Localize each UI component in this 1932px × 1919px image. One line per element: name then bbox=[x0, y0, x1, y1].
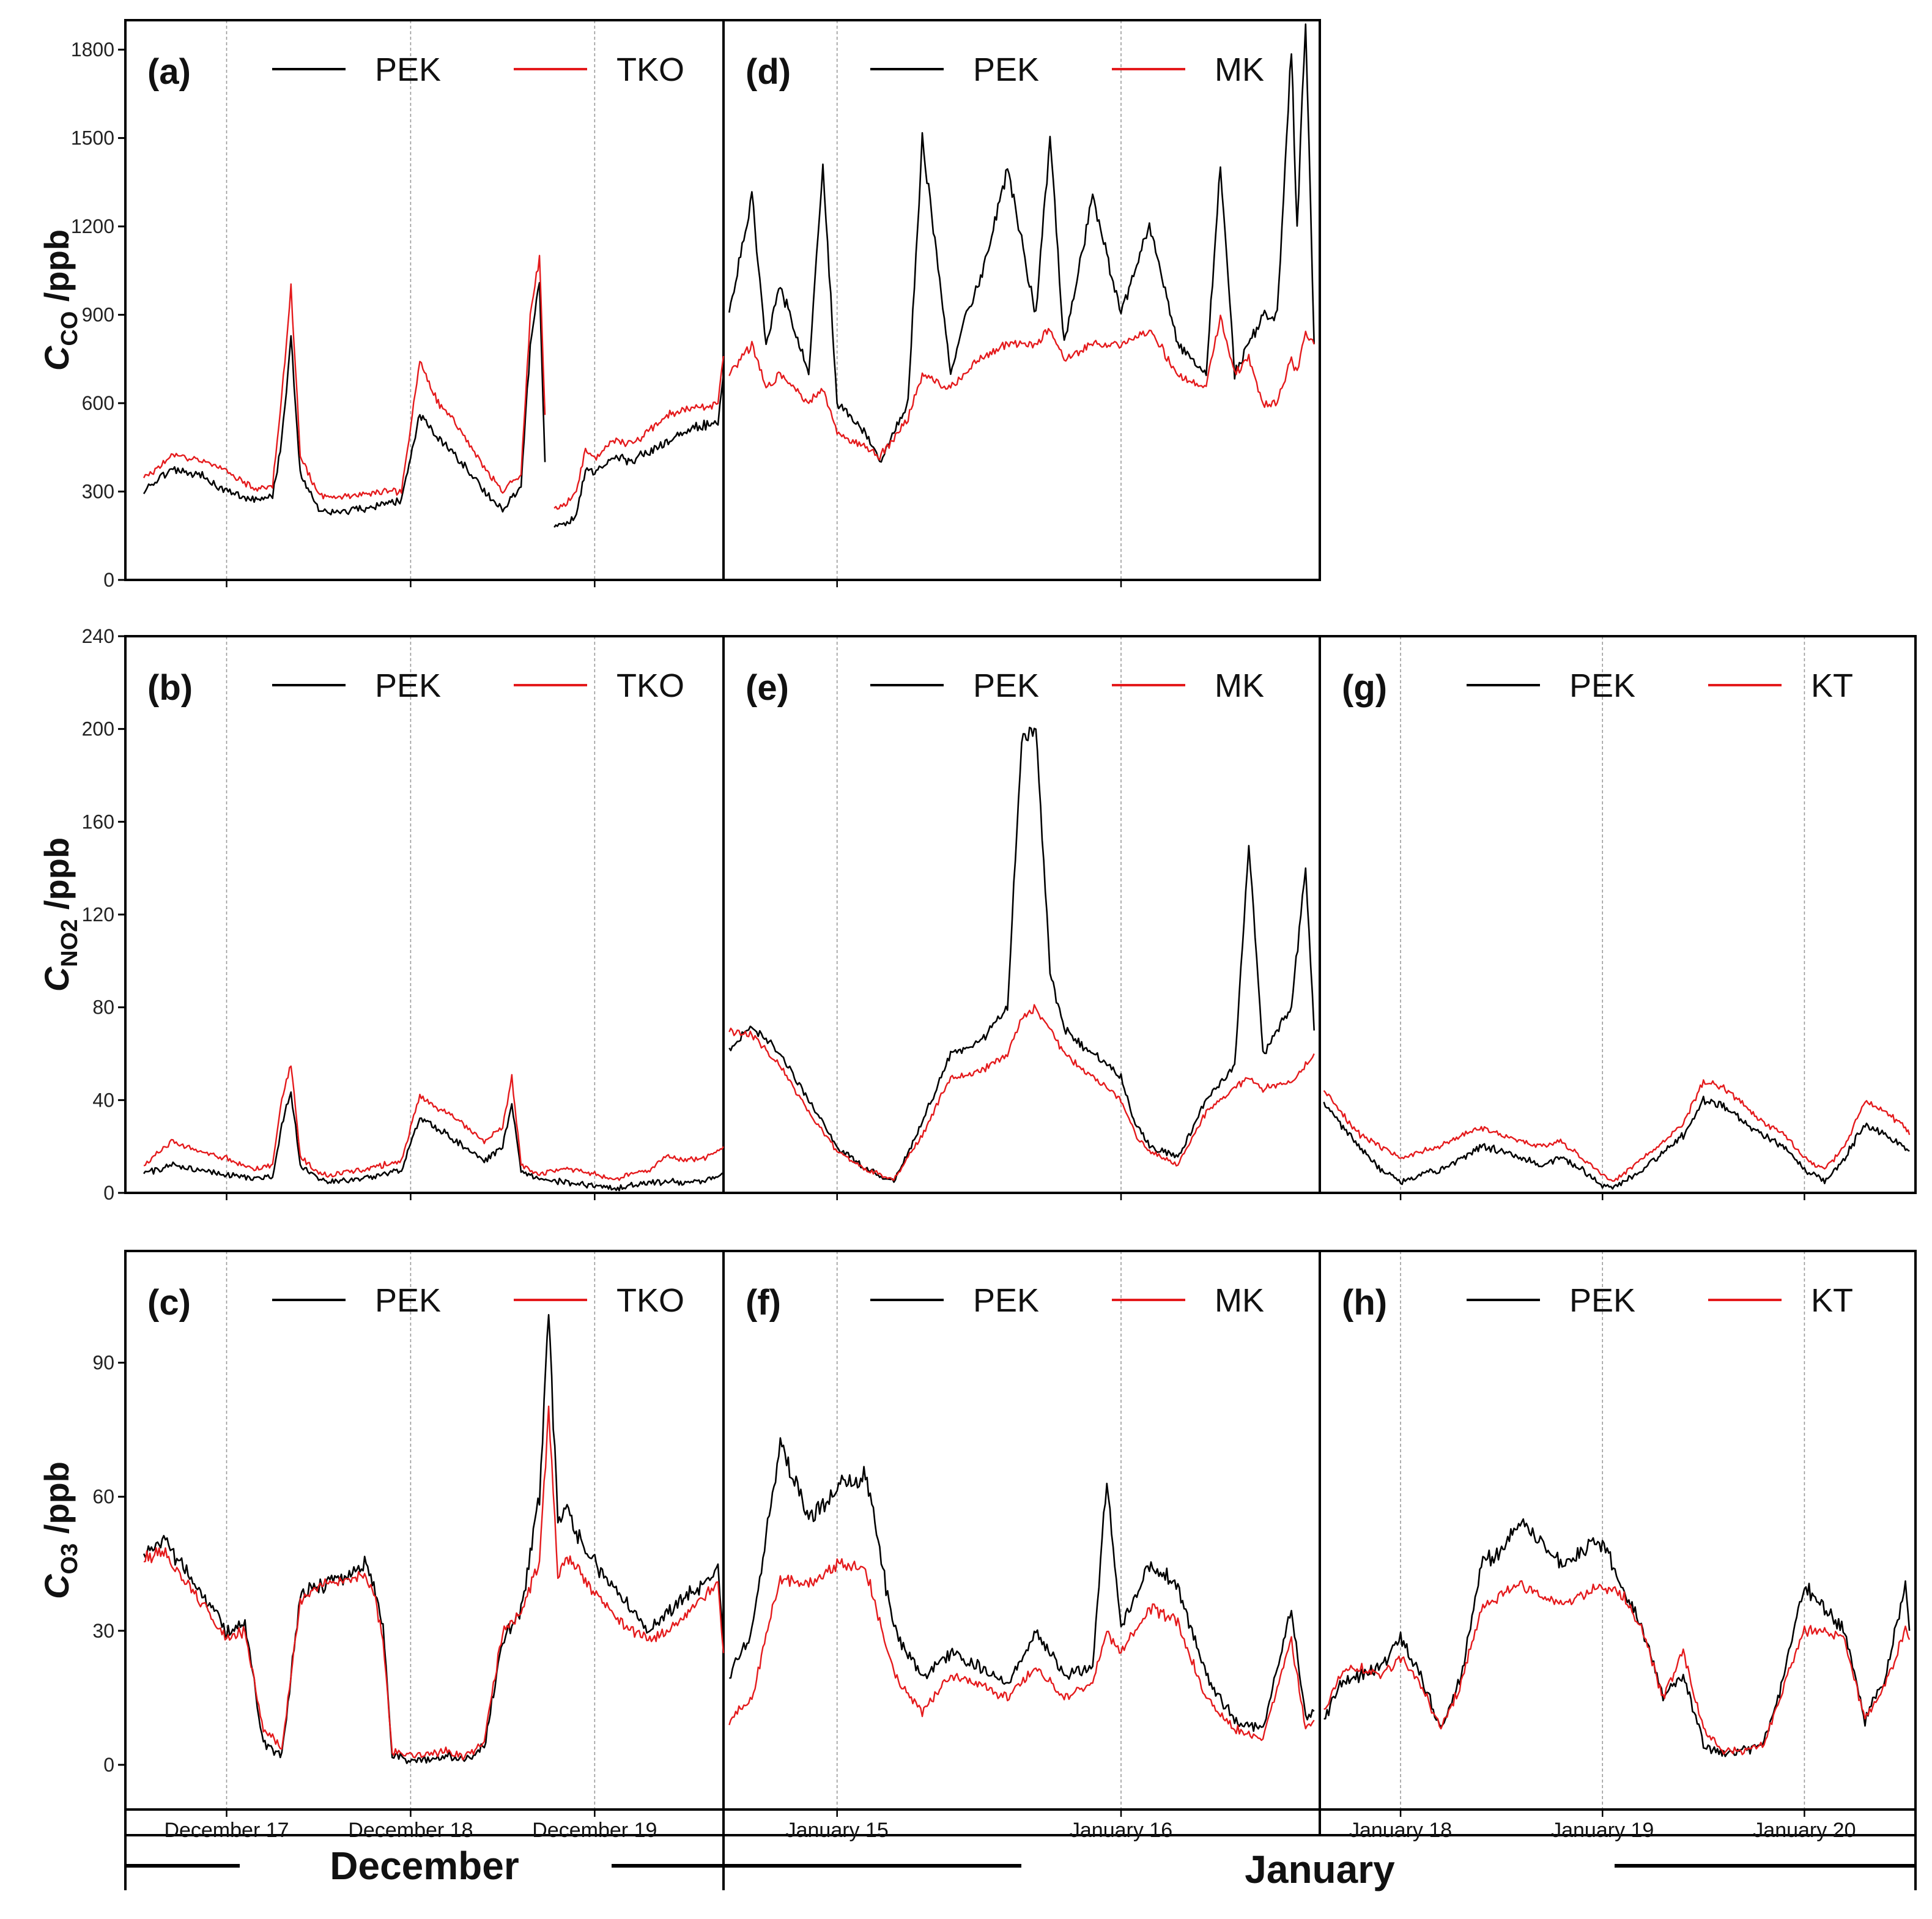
series-line-d-mk bbox=[728, 314, 1315, 461]
y-tick-label-o3: 90 bbox=[92, 1352, 114, 1374]
y-axis-title-co: CCO /ppb bbox=[37, 229, 83, 371]
legend-label-c-tko: TKO bbox=[616, 1282, 684, 1319]
legend-label-f-pek: PEK bbox=[973, 1282, 1039, 1319]
y-tick-label-no2: 240 bbox=[82, 625, 114, 647]
legend-label-d-mk: MK bbox=[1215, 51, 1264, 88]
x-date-label: January 15 bbox=[786, 1819, 889, 1842]
y-axis-unit: /ppb bbox=[37, 1461, 76, 1543]
date-bar-frame bbox=[124, 1808, 1917, 1836]
x-date-label: December 19 bbox=[532, 1819, 657, 1842]
legend-label-g-pek: PEK bbox=[1569, 667, 1635, 704]
panel-frame-a bbox=[124, 19, 725, 581]
y-axis-title-text-co: CCO /ppb bbox=[37, 229, 83, 371]
series-line-g-kt bbox=[1323, 1079, 1911, 1182]
y-axis-title-text-no2: CNO2 /ppb bbox=[37, 837, 83, 992]
series-line-g-pek bbox=[1323, 1096, 1910, 1190]
x-date-label: January 18 bbox=[1349, 1819, 1452, 1842]
panel-label-b: (b) bbox=[147, 668, 193, 708]
panel-label-d: (d) bbox=[746, 52, 791, 92]
legend-label-f-mk: MK bbox=[1215, 1282, 1264, 1319]
legend-label-b-pek: PEK bbox=[375, 667, 441, 704]
y-tick-label-co: 1200 bbox=[71, 215, 114, 237]
y-tick-label-o3: 60 bbox=[92, 1486, 114, 1508]
y-tick-label-no2: 200 bbox=[82, 718, 114, 740]
y-tick-label-co: 300 bbox=[82, 481, 114, 503]
legend-label-a-tko: TKO bbox=[616, 51, 684, 88]
y-tick-label-no2: 120 bbox=[82, 904, 114, 926]
legend-label-c-pek: PEK bbox=[375, 1282, 441, 1319]
y-tick-label-co: 900 bbox=[82, 304, 114, 326]
panel-label-a: (a) bbox=[147, 52, 191, 92]
series-line-f-mk bbox=[728, 1558, 1315, 1741]
y-tick-label-co: 0 bbox=[103, 569, 114, 591]
panel-label-h: (h) bbox=[1342, 1283, 1387, 1323]
y-tick-label-co: 600 bbox=[82, 392, 114, 414]
panel-frame-d bbox=[722, 19, 1321, 581]
series-line-a-tko bbox=[143, 254, 725, 510]
series-line-b-tko bbox=[143, 1065, 725, 1181]
panel-frame-c bbox=[124, 1250, 725, 1811]
y-tick-label-no2: 40 bbox=[92, 1089, 114, 1111]
series-layer bbox=[142, 23, 1911, 1764]
panel-frame-g bbox=[1319, 635, 1917, 1194]
panel-frame-e bbox=[722, 635, 1321, 1194]
panel-frame-b bbox=[124, 635, 725, 1194]
panel-label-f: (f) bbox=[746, 1283, 781, 1323]
y-axis-title-text-o3: CO3 /ppb bbox=[37, 1461, 83, 1599]
y-axis-unit: /ppb bbox=[37, 837, 76, 919]
series-line-e-pek bbox=[728, 726, 1315, 1183]
y-axis-title-no2: CNO2 /ppb bbox=[37, 837, 83, 992]
series-line-e-mk bbox=[728, 1004, 1315, 1181]
legend-label-g-kt: KT bbox=[1811, 667, 1853, 704]
y-tick-label-co: 1800 bbox=[71, 39, 114, 61]
y-axis-unit: /ppb bbox=[37, 229, 76, 311]
y-axis-subscript: O3 bbox=[57, 1543, 83, 1575]
legend-label-e-pek: PEK bbox=[973, 667, 1039, 704]
month-label-december: December bbox=[330, 1844, 519, 1888]
legend-label-b-tko: TKO bbox=[616, 667, 684, 704]
x-date-label: December 18 bbox=[348, 1819, 473, 1842]
panel-label-c: (c) bbox=[147, 1283, 191, 1323]
legend-label-e-mk: MK bbox=[1215, 667, 1264, 704]
y-tick-label-no2: 0 bbox=[103, 1182, 114, 1204]
y-axis-symbol: C bbox=[37, 966, 76, 992]
y-tick-label-o3: 0 bbox=[103, 1754, 114, 1776]
month-label-january: January bbox=[1245, 1847, 1395, 1891]
y-tick-label-no2: 160 bbox=[82, 811, 114, 833]
series-line-c-tko bbox=[143, 1405, 725, 1761]
panel-label-e: (e) bbox=[746, 668, 789, 708]
y-axis-subscript: CO bbox=[57, 311, 83, 346]
series-line-h-pek bbox=[1323, 1518, 1911, 1758]
legend-label-h-kt: KT bbox=[1811, 1282, 1853, 1319]
series-line-b-pek bbox=[143, 1091, 724, 1192]
panel-frame-h bbox=[1319, 1250, 1917, 1811]
series-line-f-pek bbox=[729, 1437, 1315, 1732]
y-tick-label-no2: 80 bbox=[92, 997, 114, 1019]
y-axis-subscript: NO2 bbox=[57, 919, 83, 967]
x-date-label: January 19 bbox=[1551, 1819, 1654, 1842]
x-date-label: December 17 bbox=[164, 1819, 289, 1842]
legend-label-h-pek: PEK bbox=[1569, 1282, 1635, 1319]
y-axis-title-o3: CO3 /ppb bbox=[37, 1461, 83, 1599]
series-line-c-pek bbox=[142, 1314, 725, 1764]
y-axis-symbol: C bbox=[37, 345, 76, 371]
series-line-a-pek bbox=[142, 281, 725, 528]
y-tick-label-co: 1500 bbox=[71, 127, 114, 149]
x-date-label: January 20 bbox=[1753, 1819, 1856, 1842]
legend-label-a-pek: PEK bbox=[375, 51, 441, 88]
series-line-h-kt bbox=[1323, 1580, 1911, 1756]
legend-label-d-pek: PEK bbox=[973, 51, 1039, 88]
x-date-label: January 16 bbox=[1070, 1819, 1172, 1842]
series-line-d-pek bbox=[728, 23, 1315, 463]
y-tick-label-o3: 30 bbox=[92, 1620, 114, 1642]
axes-layer bbox=[118, 19, 1917, 1890]
y-axis-symbol: C bbox=[37, 1573, 76, 1599]
panel-label-g: (g) bbox=[1342, 668, 1387, 708]
